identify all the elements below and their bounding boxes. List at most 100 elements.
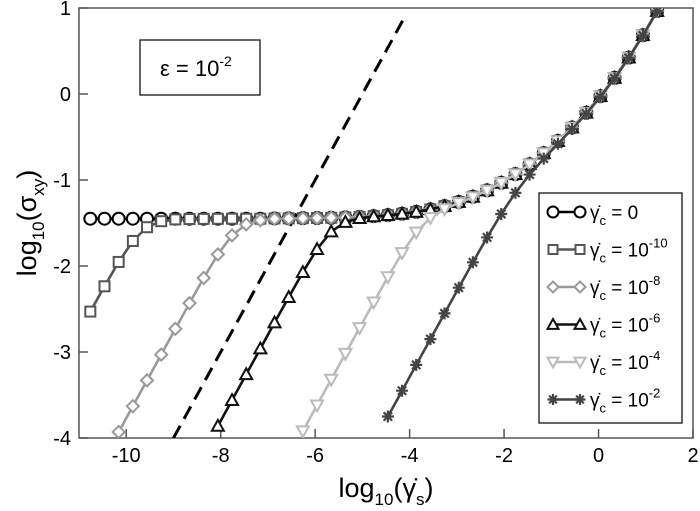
diamond-marker [111,424,127,438]
diamond-marker [295,210,311,226]
legend-label: γ̇c = 10-2 [590,386,660,416]
legend-label: γ̇c = 10-10 [590,236,668,266]
asterisk-marker [566,123,579,136]
legend-entry: γ̇c = 0 [546,203,638,228]
diamond-marker [153,347,169,362]
diamond-marker [182,295,197,311]
asterisk-marker [608,72,621,85]
asterisk-marker [438,307,451,320]
asterisk-marker [466,256,479,269]
y-axis-title: log10(σxy) [12,170,48,277]
triangle-down-marker [451,197,467,212]
circle-marker [97,211,112,226]
asterisk-marker [622,51,635,64]
plot-frame [78,7,694,439]
asterisk-marker [594,90,607,103]
x-axis-title: log10(γ̇s) [339,473,434,509]
square-marker [84,305,97,318]
triangle-down-marker [493,177,509,191]
triangle-down-marker [351,322,368,336]
y-tick-label: -1 [53,170,71,192]
diamond-marker [125,398,141,414]
triangle-up-marker [545,316,561,330]
legend-entry: γ̇c = 10-8 [546,273,660,303]
legend-label: γ̇c = 10-8 [590,273,660,303]
annotation-text: ε = 10-2 [160,53,232,81]
diamond-marker [252,212,268,228]
triangle-down-marker [295,425,311,438]
triangle-up-marker [210,417,226,432]
circle-marker [546,205,560,219]
legend-entry: γ̇c = 10-4 [545,348,660,378]
triangle-up-marker [394,205,410,220]
x-tick-label: 0 [593,445,604,467]
square-marker [226,212,239,225]
square-marker [211,212,224,225]
triangle-up-marker [224,392,240,406]
asterisk-marker [410,358,423,371]
asterisk-marker [509,186,522,199]
legend: γ̇c = 0 γ̇c = 10-10 γ̇c = 10-8 γ̇c = 10-6 γ̇… [538,192,683,424]
legend-label: γ̇c = 10-4 [590,348,660,378]
triangle-down-marker [436,203,453,218]
series-0 [83,8,665,226]
y-tick-label: -2 [53,256,71,278]
diamond-marker [309,210,325,226]
square-marker [98,280,111,293]
asterisk-marker [547,394,559,405]
triangle-down-marker [479,184,495,199]
x-tick-label: 2 [687,445,698,467]
square-marker [126,234,139,247]
axis-ticks: -10 -8 -6 -4 -2 0 2 1 0 -1 -2 -3 -4 [53,0,698,467]
x-tick-label: -4 [401,445,419,467]
square-marker [574,244,586,255]
legend-entry: γ̇c = 10-2 [547,386,660,416]
asterisk-marker [452,281,465,294]
triangle-up-marker [366,208,382,223]
diamond-marker [139,372,155,388]
circle-marker [83,211,98,226]
diamond-marker [224,227,240,243]
triangle-up-marker [380,207,396,222]
asterisk-marker [574,394,586,405]
legend-label: γ̇c = 0 [590,203,638,228]
triangle-up-marker [238,366,254,381]
triangle-up-marker [252,340,269,355]
triangle-down-marker [507,168,524,183]
asterisk-marker [495,207,508,220]
y-tick-label: -3 [53,342,71,364]
x-tick-label: -8 [212,445,230,467]
triangle-down-marker [394,247,410,261]
square-marker [141,221,154,234]
diamond-marker [238,216,254,232]
square-marker [169,213,182,226]
triangle-down-marker [572,356,588,370]
asterisk-marker [537,152,550,165]
square-marker [112,255,125,268]
diamond-marker [281,211,297,226]
triangle-down-marker [337,347,354,362]
triangle-down-marker [465,191,481,206]
triangle-up-marker [323,223,339,238]
asterisk-marker [636,29,649,42]
asterisk-marker [481,231,494,244]
y-tick-label: -4 [53,428,71,450]
diamond-marker [196,270,212,286]
annotation-box: ε = 10-2 [139,39,261,96]
x-tick-label: -6 [306,445,324,467]
asterisk-marker [396,384,409,397]
diamond-marker [267,211,282,227]
triangle-up-marker [572,316,588,330]
triangle-up-marker [337,213,354,228]
triangle-down-marker [380,271,396,286]
square-marker [197,212,210,225]
triangle-down-marker [309,399,325,414]
square-marker [547,244,559,255]
triangle-up-marker [408,203,424,218]
x-tick-label: -2 [495,445,513,467]
asterisk-marker [424,333,437,346]
diamond-marker [573,280,587,294]
square-marker [183,213,196,226]
asterisk-marker [651,8,664,18]
